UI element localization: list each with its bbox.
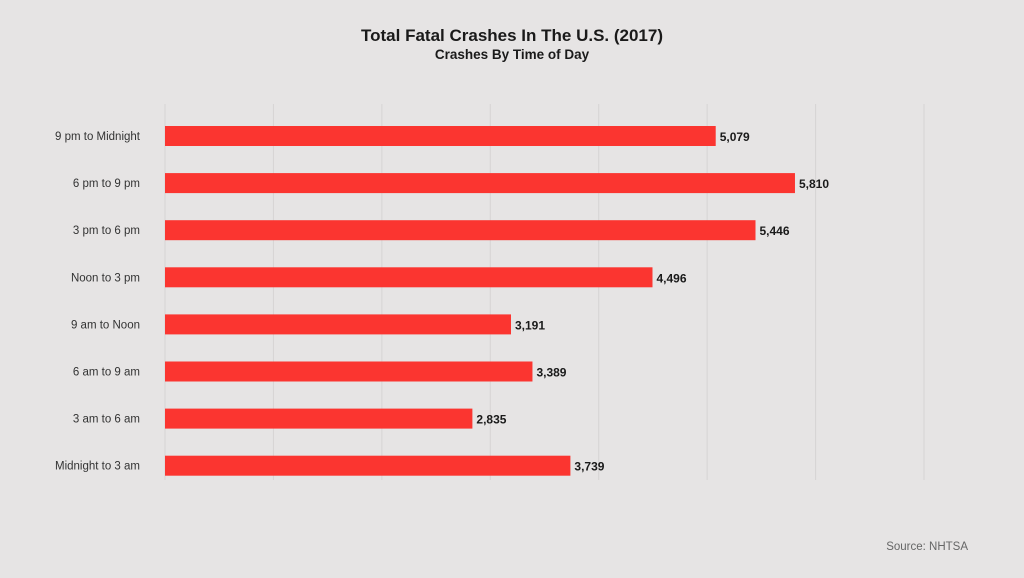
category-label: Noon to 3 pm (71, 272, 140, 284)
source-note: Source: NHTSA (886, 541, 968, 553)
bar (165, 267, 653, 288)
category-label: 6 pm to 9 pm (73, 178, 140, 190)
bar (165, 173, 795, 194)
category-label: 6 am to 9 am (73, 367, 140, 379)
value-label: 5,810 (799, 177, 829, 191)
value-label: 3,389 (536, 366, 566, 380)
chart-subtitle: Crashes By Time of Day (434, 47, 590, 62)
category-label: 3 am to 6 am (73, 414, 140, 426)
bar (165, 314, 511, 335)
bar (165, 455, 571, 476)
bar (165, 408, 473, 429)
category-label: Midnight to 3 am (55, 461, 140, 473)
value-label: 4,496 (656, 271, 686, 285)
value-label: 3,739 (574, 460, 604, 474)
value-label: 5,079 (720, 130, 750, 144)
category-label: 9 pm to Midnight (55, 131, 141, 143)
bar (165, 220, 756, 241)
bar (165, 361, 533, 382)
category-label: 3 pm to 6 pm (73, 225, 140, 237)
value-label: 3,191 (515, 318, 545, 332)
bar (165, 126, 716, 146)
value-label: 5,446 (760, 224, 790, 238)
category-label: 9 am to Noon (71, 319, 140, 331)
chart-title: Total Fatal Crashes In The U.S. (2017) (361, 26, 663, 45)
value-label: 2,835 (476, 413, 506, 427)
